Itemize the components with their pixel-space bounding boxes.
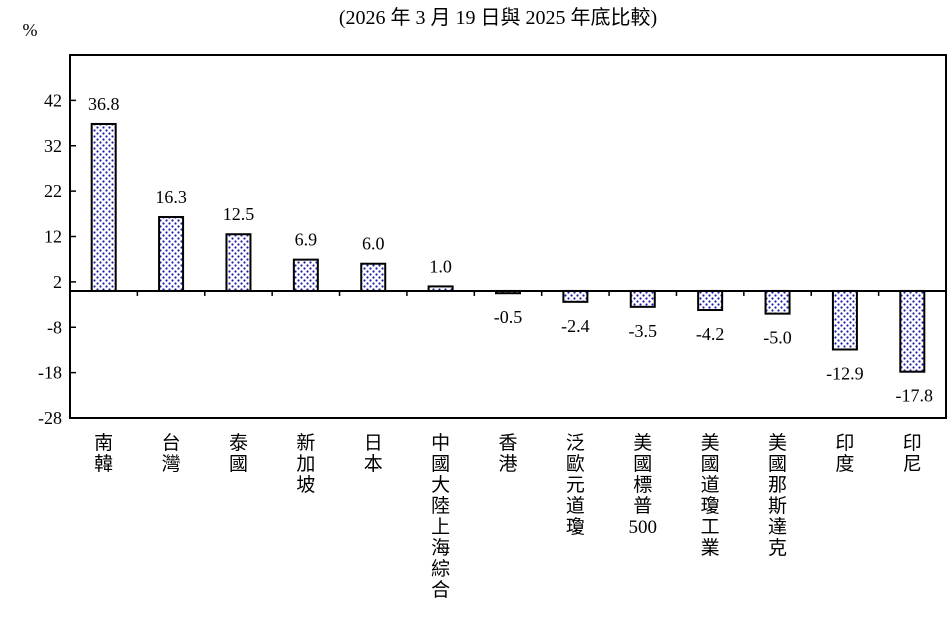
data-label: 12.5 bbox=[223, 204, 255, 224]
bar bbox=[225, 233, 252, 292]
category-label: 美國那斯達克 bbox=[768, 432, 787, 559]
bar bbox=[629, 289, 656, 308]
bar bbox=[90, 122, 117, 292]
data-label: -12.9 bbox=[826, 363, 864, 383]
chart-subtitle: (2026 年 3 月 19 日與 2025 年底比較) bbox=[339, 6, 657, 29]
bars bbox=[69, 122, 947, 373]
category-label: 南韓 bbox=[94, 432, 113, 475]
category-label: 香港 bbox=[498, 432, 517, 475]
category-label: 美國標普 500 bbox=[629, 432, 658, 538]
y-tick-label: -28 bbox=[38, 408, 62, 428]
data-label: 6.0 bbox=[362, 234, 385, 254]
bar bbox=[562, 289, 589, 303]
bar bbox=[292, 258, 319, 292]
data-label: 1.0 bbox=[429, 256, 452, 276]
category-label: 中國大陸上海綜合 bbox=[431, 432, 450, 601]
data-label: 6.9 bbox=[295, 230, 318, 250]
y-tick-label: -8 bbox=[47, 317, 62, 337]
y-tick-label: 2 bbox=[53, 272, 62, 292]
bar bbox=[158, 215, 185, 292]
data-label: -0.5 bbox=[494, 307, 523, 327]
category-label: 泛歐元道瓊 bbox=[566, 432, 585, 538]
y-tick-label: -18 bbox=[38, 363, 62, 383]
bar bbox=[360, 262, 387, 292]
category-labels: 南韓 台灣 泰國 新加坡 日本 中國大陸上海綜合 香港 泛歐元道瓊 美國標普 500 美國道瓊工業 美… bbox=[94, 432, 922, 601]
category-label: 美國道瓊工業 bbox=[701, 432, 720, 559]
y-tick-label: 42 bbox=[44, 90, 62, 110]
data-label: 36.8 bbox=[88, 94, 120, 114]
y-tick-label: 32 bbox=[44, 136, 62, 156]
bar bbox=[764, 289, 791, 315]
y-tick-label: 22 bbox=[44, 181, 62, 201]
y-axis-unit: % bbox=[23, 20, 38, 40]
category-label: 泰國 bbox=[229, 432, 248, 475]
data-label: -4.2 bbox=[696, 324, 725, 344]
category-label: 印尼 bbox=[903, 432, 922, 475]
category-label: 台灣 bbox=[162, 432, 181, 475]
y-tick-label: 12 bbox=[44, 227, 62, 247]
data-label: -17.8 bbox=[896, 386, 934, 406]
bar bbox=[697, 289, 724, 312]
category-label: 日本 bbox=[364, 433, 383, 475]
bar bbox=[899, 289, 926, 373]
data-label: -2.4 bbox=[561, 316, 590, 336]
data-labels: 36.8 16.3 12.5 6.9 6.0 1.0 -0.5 -2.4 -3.5 -4.2 -5.… bbox=[88, 94, 933, 406]
bar bbox=[831, 289, 858, 351]
plot-frame bbox=[69, 54, 947, 419]
data-label: -3.5 bbox=[629, 321, 658, 341]
data-label: -5.0 bbox=[763, 328, 792, 348]
data-label: 16.3 bbox=[155, 187, 187, 207]
category-label: 新加坡 bbox=[296, 432, 315, 496]
category-label: 印度 bbox=[835, 432, 854, 475]
y-axis: 42 32 22 12 2 -8 -18 -28 bbox=[38, 90, 76, 428]
